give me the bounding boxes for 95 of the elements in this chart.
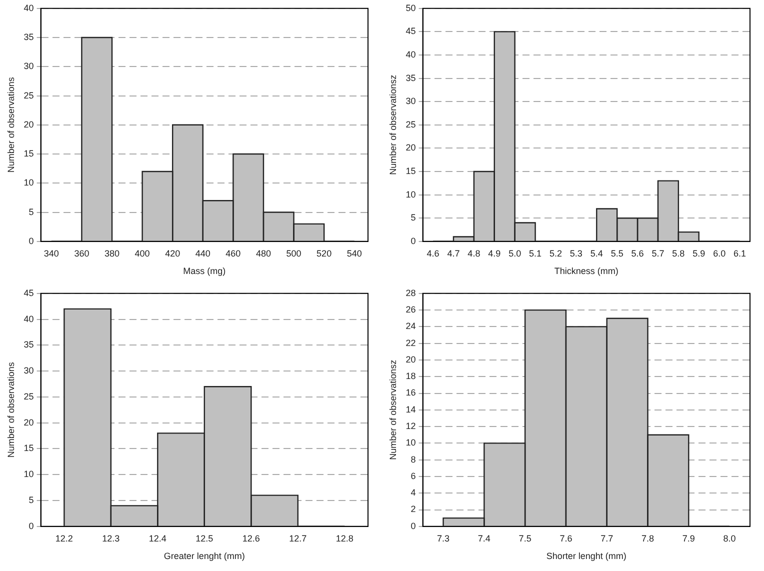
x-tick-label: 5.7: [652, 248, 664, 258]
x-tick-label: 4.6: [426, 248, 440, 258]
y-tick-label: 20: [24, 119, 34, 130]
y-axis-title: Number of observations: [6, 362, 16, 458]
y-tick-label: 15: [406, 166, 416, 176]
y-tick-label: 2: [410, 504, 416, 514]
y-tick-label: 20: [406, 354, 416, 364]
x-tick-label: 7.8: [641, 533, 654, 544]
x-tick-label: 480: [256, 248, 271, 258]
y-tick-label: 40: [406, 49, 416, 60]
y-tick-label: 35: [24, 340, 34, 350]
x-tick-label: 7.3: [437, 533, 450, 544]
y-tick-label: 0: [410, 520, 416, 531]
y-tick-label: 10: [24, 178, 34, 188]
x-tick-label: 5.0: [508, 248, 522, 258]
y-tick-label: 30: [406, 96, 416, 106]
y-tick-label: 15: [24, 148, 34, 159]
x-tick-label: 5.6: [631, 248, 644, 258]
y-tick-label: 25: [24, 391, 34, 402]
y-tick-label: 22: [406, 338, 416, 348]
y-tick-label: 10: [24, 469, 34, 480]
x-axis-title: Thickness (mm): [554, 266, 618, 276]
y-tick-label: 0: [28, 520, 34, 531]
x-axis-title: Greater lenght (mm): [164, 551, 245, 562]
x-tick-label: 360: [74, 248, 90, 258]
y-axis-title: Number of observations: [6, 76, 16, 173]
y-tick-label: 35: [406, 72, 416, 83]
x-tick-label: 520: [316, 248, 332, 258]
y-tick-label: 28: [406, 288, 416, 298]
x-tick-label: 12.7: [289, 533, 307, 544]
y-tick-label: 15: [24, 443, 34, 454]
x-tick-label: 540: [346, 248, 362, 258]
y-tick-label: 24: [406, 321, 416, 332]
x-tick-label: 8.0: [723, 533, 736, 544]
y-tick-label: 45: [24, 288, 34, 298]
x-tick-label: 5.9: [692, 248, 706, 258]
y-axis-title: Number of observationsz: [388, 74, 398, 175]
x-tick-label: 5.2: [549, 248, 562, 258]
y-tick-label: 26: [406, 304, 416, 315]
x-axis-title: Shorter lenght (mm): [546, 551, 626, 562]
x-tick-label: 12.6: [242, 533, 260, 544]
y-tick-label: 20: [406, 142, 416, 153]
y-tick-label: 16: [406, 388, 416, 398]
x-tick-label: 7.7: [600, 533, 614, 544]
x-tick-label: 400: [134, 248, 150, 258]
y-tick-label: 0: [410, 236, 416, 246]
x-tick-label: 4.8: [468, 248, 480, 258]
x-tick-label: 7.4: [478, 533, 490, 544]
x-tick-label: 7.9: [682, 533, 695, 544]
x-tick-label: 12.3: [102, 533, 120, 544]
y-tick-label: 20: [24, 417, 34, 428]
y-tick-label: 10: [406, 189, 416, 200]
y-tick-label: 50: [406, 2, 416, 13]
x-tick-label: 380: [104, 248, 120, 258]
x-tick-label: 6.0: [713, 248, 726, 258]
x-tick-label: 12.4: [148, 533, 166, 544]
x-tick-label: 5.4: [590, 248, 603, 258]
y-tick-label: 0: [28, 236, 34, 246]
y-tick-label: 5: [28, 494, 34, 505]
x-tick-label: 5.5: [610, 248, 624, 258]
y-tick-label: 30: [24, 61, 34, 72]
x-tick-label: 340: [44, 248, 59, 258]
x-tick-label: 12.2: [55, 533, 73, 544]
y-tick-label: 4: [410, 488, 416, 498]
y-tick-label: 12: [406, 421, 416, 432]
y-tick-label: 40: [24, 314, 34, 324]
y-tick-label: 40: [24, 2, 34, 13]
x-tick-label: 460: [226, 248, 241, 258]
x-tick-label: 12.8: [336, 533, 354, 544]
x-tick-label: 420: [165, 248, 180, 258]
y-tick-label: 25: [406, 119, 416, 130]
y-tick-label: 5: [410, 212, 416, 223]
y-tick-label: 10: [406, 438, 416, 448]
y-tick-label: 18: [406, 371, 416, 382]
x-tick-label: 7.5: [518, 533, 532, 544]
y-tick-label: 5: [28, 206, 34, 217]
x-tick-label: 5.3: [570, 248, 582, 258]
x-tick-label: 440: [195, 248, 210, 258]
y-tick-label: 35: [24, 32, 34, 42]
x-axis-title: Mass (mg): [183, 266, 226, 276]
y-tick-label: 30: [24, 366, 34, 376]
x-tick-label: 4.9: [488, 248, 501, 258]
y-tick-label: 45: [406, 26, 416, 36]
y-tick-label: 25: [24, 90, 34, 100]
x-tick-label: 5.1: [529, 248, 542, 258]
x-tick-label: 500: [286, 248, 302, 258]
y-axis-title: Number of observationsz: [388, 359, 398, 460]
x-tick-label: 12.5: [196, 533, 214, 544]
y-tick-label: 6: [410, 470, 416, 481]
x-tick-label: 7.6: [560, 533, 572, 544]
y-tick-label: 8: [410, 454, 416, 464]
x-tick-label: 4.7: [447, 248, 460, 258]
x-tick-label: 5.8: [672, 248, 685, 258]
x-tick-label: 6.1: [734, 248, 746, 258]
y-tick-label: 14: [406, 404, 416, 414]
